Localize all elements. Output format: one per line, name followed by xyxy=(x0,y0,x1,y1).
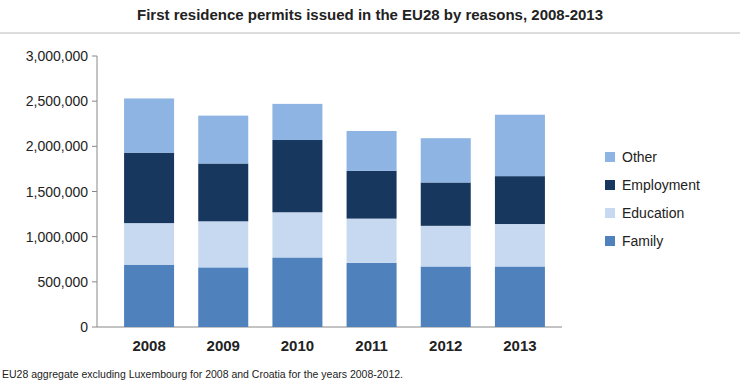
y-tick xyxy=(92,327,97,328)
bar-segment xyxy=(272,212,322,257)
bar-segment xyxy=(198,221,248,267)
y-tick xyxy=(92,236,97,237)
bar-segment xyxy=(124,223,174,265)
bar-segment xyxy=(124,153,174,223)
y-tick xyxy=(92,191,97,192)
bar-segment xyxy=(421,138,471,182)
bar-segment xyxy=(198,267,248,327)
legend-label: Family xyxy=(622,233,663,249)
legend-swatch xyxy=(605,152,615,162)
x-tick-label: 2012 xyxy=(429,337,462,354)
bar-segment xyxy=(272,104,322,140)
chart-root: First residence permits issued in the EU… xyxy=(0,0,740,389)
bar-segment xyxy=(272,257,322,327)
bar-segment xyxy=(347,219,397,263)
bars xyxy=(124,98,545,327)
legend-swatch xyxy=(605,180,615,190)
bar-segment xyxy=(495,115,545,176)
legend-swatch xyxy=(605,208,615,218)
bar-segment xyxy=(495,224,545,266)
y-tick-label: 1,500,000 xyxy=(26,184,88,200)
title-rule xyxy=(0,33,740,34)
bar-segment xyxy=(347,263,397,327)
y-tick xyxy=(92,56,97,57)
title: First residence permits issued in the EU… xyxy=(137,6,603,23)
bar-segment xyxy=(421,266,471,327)
y-tick-label: 2,000,000 xyxy=(26,138,88,154)
y-tick-label: 0 xyxy=(80,319,88,335)
legend-label: Education xyxy=(622,205,684,221)
chart-svg: First residence permits issued in the EU… xyxy=(0,0,740,389)
y-tick-label: 3,000,000 xyxy=(26,48,88,64)
legend-label: Other xyxy=(622,149,657,165)
y-tick-label: 2,500,000 xyxy=(26,93,88,109)
bar-segment xyxy=(272,140,322,212)
bar-segment xyxy=(495,176,545,224)
x-tick-label: 2010 xyxy=(281,337,314,354)
bar-segment xyxy=(347,171,397,219)
legend-label: Employment xyxy=(622,177,700,193)
y-tick xyxy=(92,146,97,147)
bar-segment xyxy=(421,182,471,225)
y-tick-label: 500,000 xyxy=(37,274,88,290)
x-tick-label: 2008 xyxy=(132,337,165,354)
bar-segment xyxy=(198,116,248,164)
x-tick-label: 2009 xyxy=(207,337,240,354)
bar-segment xyxy=(124,98,174,152)
bar-segment xyxy=(198,163,248,221)
legend-swatch xyxy=(605,236,615,246)
bar-segment xyxy=(347,131,397,171)
bar-segment xyxy=(124,265,174,327)
y-tick xyxy=(92,281,97,282)
y-tick xyxy=(92,101,97,102)
footnote: EU28 aggregate excluding Luxembourg for … xyxy=(2,368,403,380)
bar-segment xyxy=(495,266,545,327)
y-tick-label: 1,000,000 xyxy=(26,229,88,245)
x-tick-label: 2011 xyxy=(355,337,388,354)
bar-segment xyxy=(421,226,471,267)
x-tick-label: 2013 xyxy=(503,337,536,354)
